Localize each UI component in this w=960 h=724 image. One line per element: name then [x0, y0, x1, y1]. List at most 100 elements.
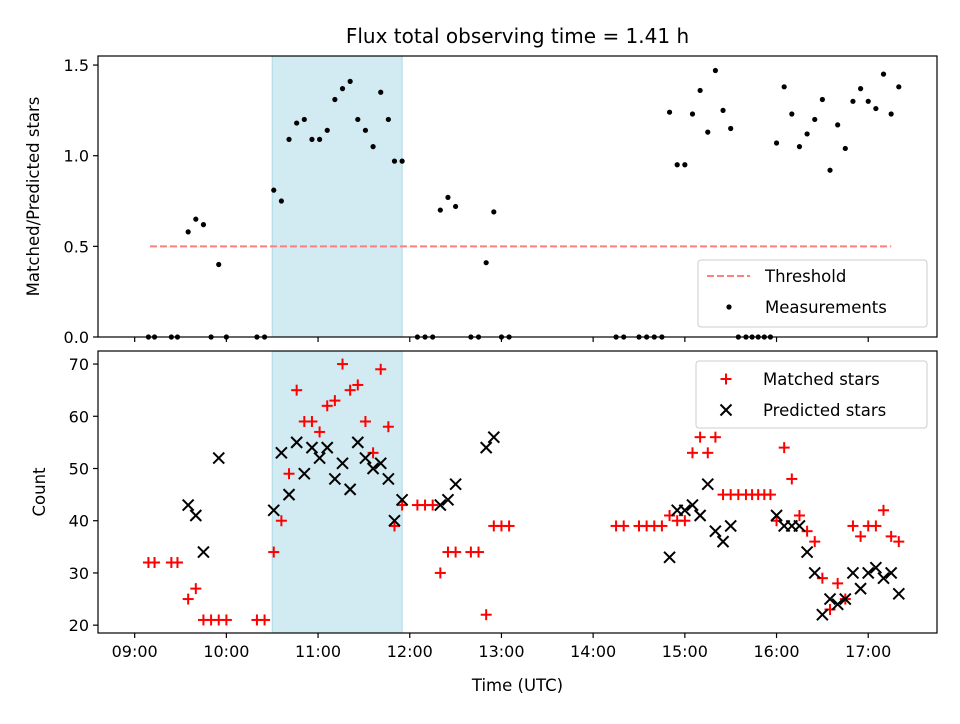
predicted-star-point	[305, 441, 319, 454]
x-b	[877, 571, 890, 585]
measurement-point	[362, 127, 369, 133]
axes-frame	[97, 55, 938, 338]
predicted-star-point	[366, 462, 380, 475]
matched-star-point	[352, 379, 364, 391]
measurement-point	[332, 96, 338, 103]
predicted-star-point	[351, 436, 365, 449]
predicted-star-point	[846, 566, 860, 580]
measurement-point	[347, 78, 353, 84]
x-b	[449, 477, 462, 491]
x-b	[693, 509, 707, 522]
x-b	[267, 504, 280, 517]
matched-star-point	[473, 546, 485, 558]
x-b	[816, 608, 829, 621]
predicted-star-point	[189, 509, 203, 522]
y-tick-label: 0.5	[64, 237, 89, 256]
matched-star-point	[878, 504, 890, 516]
predicted-star-point	[701, 477, 714, 491]
predicted-star-point	[663, 551, 676, 564]
matched-star-point	[396, 499, 408, 511]
predicted-star-point	[487, 430, 501, 444]
predicted-star-point	[770, 509, 783, 522]
predicted-star-point	[343, 483, 357, 496]
top-shaded-interval	[271, 55, 403, 338]
x-b	[724, 519, 737, 533]
predicted-star-point	[693, 509, 707, 522]
matched-star-point	[375, 363, 387, 375]
matched-star-point	[702, 447, 714, 459]
matched-stars-legend-swatch	[720, 373, 732, 385]
measurement-point	[781, 84, 787, 90]
x-b	[189, 509, 203, 522]
matched-star-point	[171, 557, 183, 568]
x-b	[479, 441, 493, 454]
matched-star-point	[182, 593, 194, 605]
x-tick-label: 13:00	[478, 642, 524, 661]
matched-star-point	[694, 431, 706, 443]
predicted-star-point	[181, 498, 195, 512]
predicted-star-point	[290, 436, 303, 449]
predicted-star-point	[359, 451, 372, 465]
predicted-star-point	[298, 467, 311, 480]
predicted-star-point	[816, 608, 829, 621]
x-b	[663, 551, 676, 564]
predicted-star-point	[336, 457, 349, 470]
predicted-star-point	[479, 441, 493, 454]
measurement-point	[842, 145, 848, 152]
predicted-star-point	[267, 504, 280, 517]
predicted-star-point	[719, 403, 733, 417]
matched-star-point	[679, 515, 691, 527]
predicted-star-point	[686, 498, 699, 512]
measurements-legend-swatch	[726, 304, 732, 310]
y-tick-label: 60	[69, 407, 89, 426]
matched-star-point	[786, 473, 798, 485]
predicted-star-point	[434, 498, 447, 512]
measurement-point	[355, 116, 361, 123]
bottom-shaded-interval	[271, 350, 403, 634]
chart-title: Flux total observing time = 1.41 h	[346, 24, 689, 48]
predicted-star-point	[854, 582, 867, 595]
measurement-point	[712, 67, 719, 74]
matched-star-point	[314, 426, 326, 438]
measurement-point	[339, 86, 346, 92]
predicted-star-point	[716, 535, 730, 548]
matched-star-point	[778, 442, 790, 454]
measurement-point	[301, 116, 307, 123]
x-b	[839, 592, 852, 606]
x-b	[290, 436, 303, 449]
measurement-point	[796, 144, 803, 150]
x-b	[313, 451, 326, 465]
x-b	[351, 436, 365, 449]
y-tick-label: 30	[69, 564, 89, 583]
matched-star-point	[686, 447, 698, 459]
matched-star-point	[720, 373, 732, 385]
matched-star-point	[220, 614, 232, 626]
matched-star-point	[337, 358, 349, 370]
matched-star-point	[885, 530, 897, 542]
bottom-y-axis-label: Count	[30, 467, 49, 517]
measurement-point	[271, 187, 277, 193]
measurement-point	[689, 111, 696, 117]
measurement-point	[278, 198, 284, 204]
predicted-star-point	[823, 592, 837, 606]
shaded-band	[271, 55, 403, 338]
x-b	[328, 472, 342, 486]
predicted-star-point	[709, 524, 722, 538]
measurement-point	[896, 84, 902, 90]
bottom-panel: 20 30 40 50 60 70 09:00 10:00 11:00 12:00 13:00 14:…	[30, 350, 938, 695]
measurement-point	[294, 120, 300, 126]
measurement-point	[850, 98, 856, 104]
predicted-star-point	[449, 477, 462, 491]
x-b	[716, 535, 730, 548]
x-tick-label: 10:00	[203, 642, 249, 661]
matched-star-point	[275, 515, 287, 527]
x-tick-label: 12:00	[387, 642, 433, 661]
x-axis-label: Time (UTC)	[471, 676, 563, 695]
predicted-star-point	[884, 566, 898, 580]
x-b	[388, 514, 401, 527]
x-b	[275, 446, 288, 460]
matched-star-point	[388, 520, 400, 532]
matched-star-point	[259, 614, 271, 626]
x-b	[366, 462, 380, 475]
